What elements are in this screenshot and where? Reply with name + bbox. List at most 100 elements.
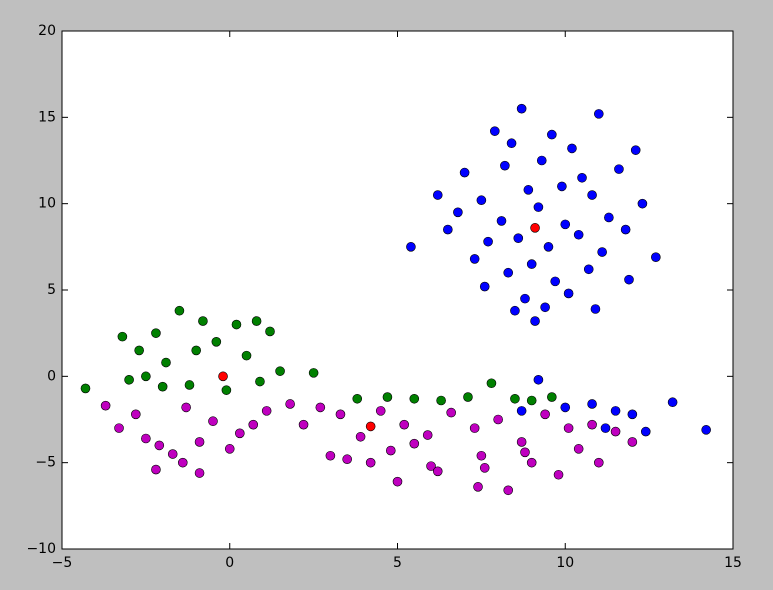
point <box>141 433 151 444</box>
point <box>100 400 111 411</box>
point <box>463 392 473 402</box>
point <box>275 366 285 376</box>
point <box>308 368 319 378</box>
point <box>610 426 621 437</box>
point <box>365 457 376 468</box>
point <box>637 198 648 209</box>
point <box>526 259 537 269</box>
x-tick-label: 10 <box>556 555 574 571</box>
point <box>255 376 265 387</box>
point <box>315 402 326 413</box>
y-tick-label: 15 <box>38 109 56 125</box>
x-tick-label: 15 <box>724 555 742 571</box>
point <box>134 345 144 356</box>
point <box>540 302 550 313</box>
point <box>597 247 607 257</box>
point <box>640 426 651 437</box>
point <box>547 392 557 402</box>
point <box>624 274 634 285</box>
point <box>627 409 638 420</box>
point <box>469 254 480 264</box>
point <box>510 393 520 404</box>
x-tick-label: −5 <box>52 555 73 571</box>
point <box>251 316 262 326</box>
point <box>476 450 487 461</box>
point <box>298 419 309 430</box>
point <box>194 468 205 478</box>
point <box>577 172 587 183</box>
point <box>560 402 571 413</box>
point <box>443 224 453 235</box>
point <box>516 103 527 114</box>
point <box>409 393 420 404</box>
point <box>651 252 661 262</box>
point <box>630 145 641 155</box>
point <box>117 331 128 342</box>
points <box>80 103 711 496</box>
point <box>261 406 272 416</box>
point <box>167 449 178 459</box>
point <box>526 457 537 468</box>
y-tick-label: 10 <box>38 196 56 212</box>
point <box>382 392 393 402</box>
point <box>446 407 456 418</box>
point <box>141 371 151 382</box>
point <box>550 276 560 287</box>
point <box>392 476 403 487</box>
point <box>208 416 218 427</box>
point <box>520 293 530 304</box>
x-tick-label: 5 <box>393 555 402 571</box>
point <box>184 380 195 390</box>
point <box>191 345 201 356</box>
point <box>235 428 245 439</box>
point <box>335 409 346 420</box>
y-tick-label: 0 <box>47 368 56 384</box>
point <box>265 326 275 337</box>
point <box>476 195 487 206</box>
point <box>161 357 171 368</box>
point <box>604 212 614 223</box>
point <box>500 160 510 171</box>
point <box>151 328 161 338</box>
point <box>218 371 228 382</box>
point <box>610 406 621 416</box>
point <box>573 229 584 240</box>
point <box>432 190 443 200</box>
point <box>486 378 497 389</box>
point <box>221 385 232 395</box>
point <box>520 447 530 458</box>
point <box>473 482 483 492</box>
point <box>489 126 500 136</box>
point <box>399 419 410 430</box>
point <box>241 350 252 361</box>
point <box>325 450 336 461</box>
point <box>80 383 91 394</box>
point <box>131 409 141 420</box>
point <box>513 233 524 243</box>
point <box>422 430 433 440</box>
point <box>459 167 470 178</box>
point <box>516 406 527 416</box>
point <box>600 423 611 433</box>
y-tick-label: −5 <box>35 455 56 471</box>
point <box>124 374 134 385</box>
point <box>453 207 463 218</box>
point <box>533 374 544 385</box>
point <box>587 190 597 200</box>
point <box>409 438 420 449</box>
plot-frame <box>61 30 734 550</box>
point <box>563 423 574 433</box>
point <box>174 305 185 316</box>
point <box>365 421 376 432</box>
point <box>560 219 571 230</box>
point <box>590 304 601 314</box>
y-tick-label: −10 <box>26 541 56 557</box>
point <box>510 305 520 316</box>
point <box>530 316 540 326</box>
point <box>503 485 514 496</box>
point <box>436 395 446 406</box>
point <box>151 464 161 475</box>
point <box>198 316 208 326</box>
point <box>426 461 436 471</box>
